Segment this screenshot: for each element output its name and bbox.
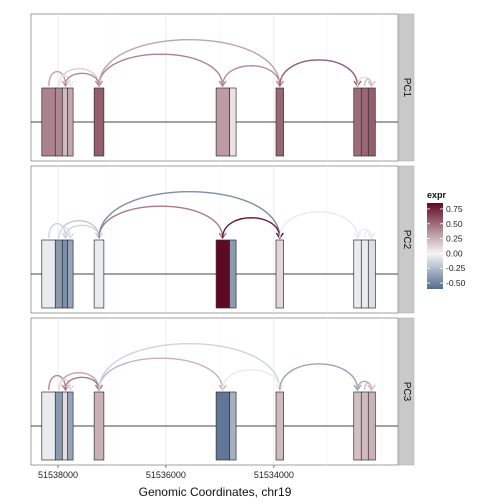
junction-arc (64, 224, 100, 239)
exon-bar (61, 239, 69, 309)
legend-tick-label: 0.75 (446, 204, 463, 214)
exon-bar (367, 87, 376, 157)
facet-strip (398, 317, 415, 466)
exon-bar (41, 239, 56, 309)
exon-bar (54, 239, 63, 309)
facet-strip (398, 13, 415, 162)
legend: expr 0.75 0.50 0.25 0.00 -0.25 -0.50 (427, 190, 466, 289)
junction-arc (221, 65, 281, 87)
exon-bar (229, 87, 237, 157)
junction-arc (279, 363, 359, 391)
legend-tick-label: 0.25 (446, 234, 463, 244)
junction-arc (98, 205, 224, 239)
junction-arrowhead (66, 384, 75, 392)
exon-bar (367, 239, 376, 309)
exon-bar (353, 239, 362, 309)
exon-bar (215, 391, 230, 461)
exon-bar (93, 87, 105, 157)
junction-arrowhead (367, 384, 376, 392)
facet-panels: PC1 PC2 PC3 (30, 13, 415, 466)
exon-bar (215, 87, 230, 157)
junction-arc (363, 78, 373, 87)
junction-arc (98, 343, 281, 391)
x-tick-label: 51538000 (38, 470, 78, 480)
junction-arc (64, 376, 100, 391)
junction-arc (98, 357, 224, 391)
junction-arc (58, 378, 72, 391)
junction-arrowhead (367, 232, 376, 240)
junction-arc (98, 191, 281, 239)
junction-arc (279, 211, 359, 239)
legend-tick-label: -0.25 (446, 263, 466, 273)
junction-arc (279, 59, 359, 87)
junction-arrowhead (66, 80, 75, 88)
junction-arrowhead (367, 80, 376, 88)
junction-arc (221, 369, 281, 391)
exon-bar (353, 391, 362, 461)
junction-arc (58, 226, 72, 239)
exon-bar (93, 239, 105, 309)
junction-arc (363, 230, 373, 239)
exon-bar (275, 87, 284, 157)
exon-bar (67, 87, 74, 157)
junction-arc (363, 382, 373, 391)
panel-pc2: PC2 (30, 165, 415, 314)
exon-bar (93, 391, 105, 461)
x-tick-label: 51536000 (146, 470, 186, 480)
panel-background (30, 165, 399, 314)
facet-strip-label: PC1 (401, 78, 412, 98)
exon-bar (61, 87, 69, 157)
junction-arc (58, 74, 72, 87)
facet-strip (398, 165, 415, 314)
x-axis: 51538000 51536000 51534000 (38, 465, 294, 480)
panel-background (30, 317, 399, 466)
panel-pc3: PC3 (30, 317, 415, 466)
exon-bar (275, 239, 284, 309)
exon-bar (367, 391, 376, 461)
exon-bar (360, 87, 369, 157)
junction-arc (64, 72, 100, 87)
junction-arc (98, 39, 281, 87)
exon-bar (41, 391, 56, 461)
legend-tick-label: 0.00 (446, 248, 463, 258)
junction-arc (98, 53, 224, 87)
panel-pc1: PC1 (30, 13, 415, 162)
exon-bar (353, 87, 362, 157)
x-axis-title: Genomic Coordinates, chr19 (139, 485, 292, 499)
legend-tick-label: 0.50 (446, 219, 463, 229)
junction-arrowhead (66, 232, 75, 240)
exon-bar (67, 391, 74, 461)
exon-bar (275, 391, 284, 461)
facet-strip-label: PC3 (401, 382, 412, 402)
exon-bar (215, 239, 230, 309)
legend-title: expr (427, 190, 447, 200)
legend-colorbar (427, 203, 443, 289)
exon-bar (360, 391, 369, 461)
facet-strip-label: PC2 (401, 230, 412, 250)
panel-background (30, 13, 399, 162)
legend-tick-label: -0.50 (446, 278, 466, 288)
exon-bar (61, 391, 69, 461)
exon-bar (67, 239, 74, 309)
exon-bar (54, 87, 63, 157)
junction-arc (221, 217, 281, 239)
x-tick-label: 51534000 (254, 470, 294, 480)
exon-bar (41, 87, 56, 157)
exon-bar (229, 391, 237, 461)
exon-bar (229, 239, 237, 309)
exon-bar (360, 239, 369, 309)
exon-bar (54, 391, 63, 461)
